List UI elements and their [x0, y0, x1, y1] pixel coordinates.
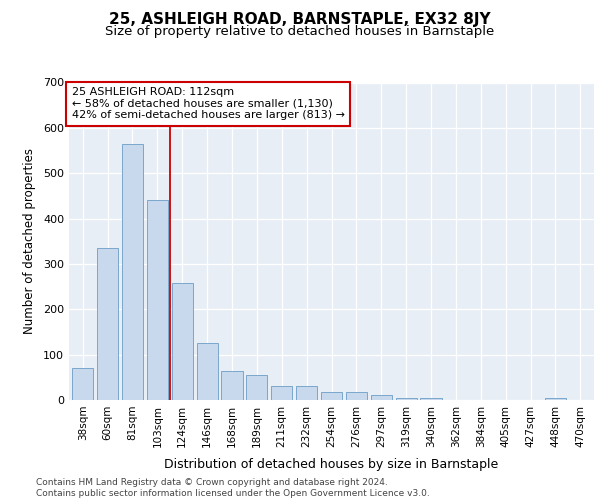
Bar [122, 144, 143, 400]
Bar [172, 283, 193, 400]
Bar [371, 394, 392, 400]
Bar [421, 398, 442, 400]
Text: 25 ASHLEIGH ROAD: 112sqm
← 58% of detached houses are smaller (1,130)
42% of sem: 25 ASHLEIGH ROAD: 112sqm ← 58% of detach… [71, 88, 344, 120]
Text: Contains HM Land Registry data © Crown copyright and database right 2024.
Contai: Contains HM Land Registry data © Crown c… [36, 478, 430, 498]
Bar [197, 344, 218, 400]
Bar [97, 248, 118, 400]
Bar [221, 370, 242, 400]
X-axis label: Distribution of detached houses by size in Barnstaple: Distribution of detached houses by size … [164, 458, 499, 471]
Bar [395, 398, 417, 400]
Text: 25, ASHLEIGH ROAD, BARNSTAPLE, EX32 8JY: 25, ASHLEIGH ROAD, BARNSTAPLE, EX32 8JY [109, 12, 491, 27]
Bar [545, 398, 566, 400]
Bar [321, 392, 342, 400]
Bar [246, 375, 268, 400]
Bar [296, 386, 317, 400]
Bar [147, 200, 168, 400]
Bar [271, 386, 292, 400]
Y-axis label: Number of detached properties: Number of detached properties [23, 148, 36, 334]
Text: Size of property relative to detached houses in Barnstaple: Size of property relative to detached ho… [106, 25, 494, 38]
Bar [346, 392, 367, 400]
Bar [72, 368, 93, 400]
